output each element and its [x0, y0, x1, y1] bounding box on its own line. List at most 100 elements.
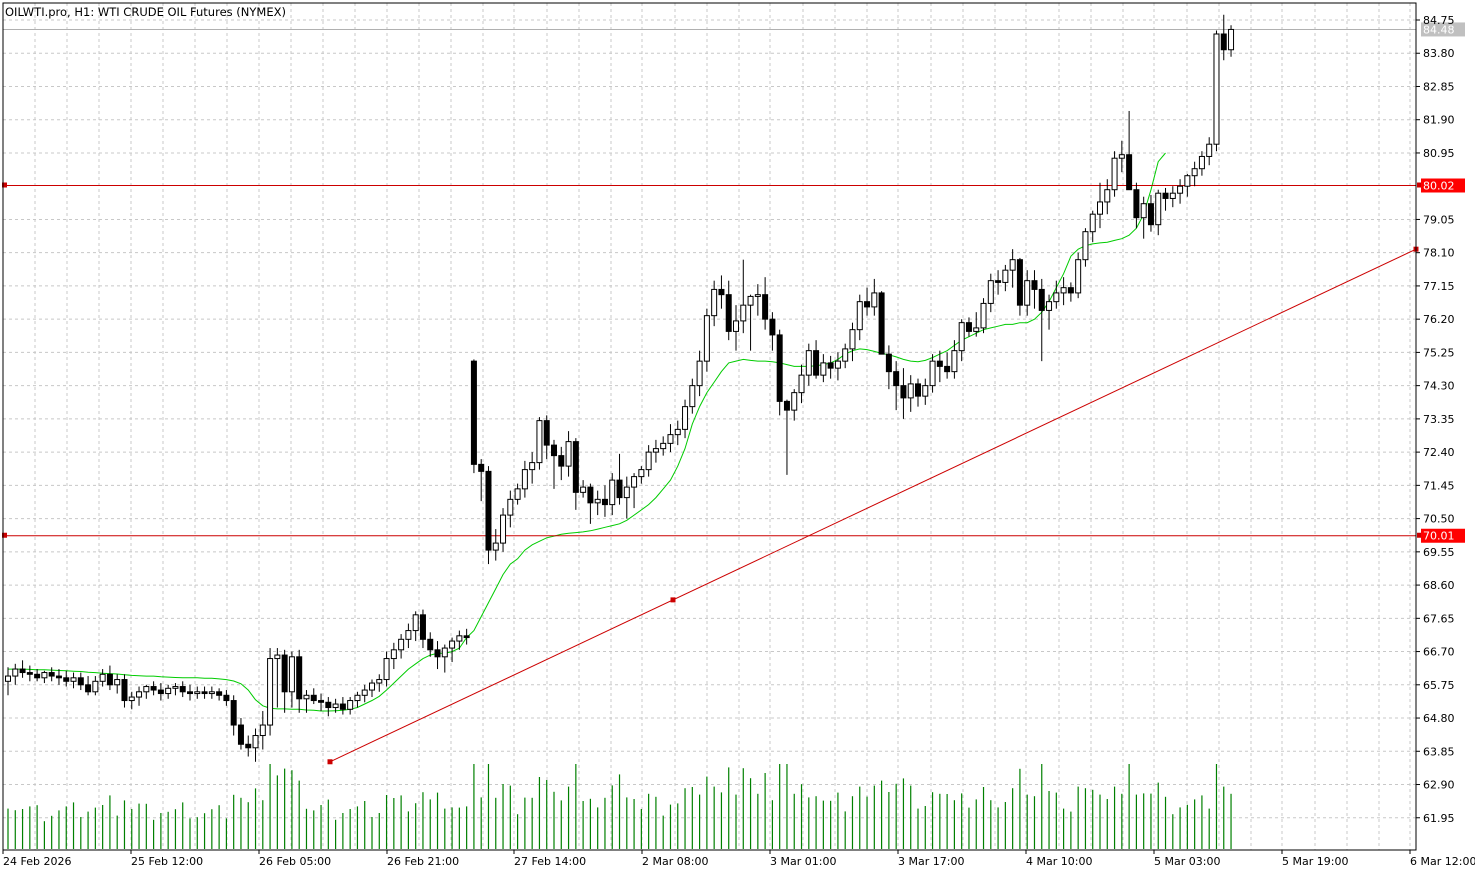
- candle: [1169, 186, 1176, 208]
- candle: [405, 623, 412, 649]
- candle-body-up: [1002, 269, 1009, 283]
- candle-body-down: [1031, 280, 1038, 290]
- candle-body-down: [19, 668, 26, 674]
- candle-body-down: [201, 691, 208, 695]
- candle: [441, 644, 448, 673]
- candle: [667, 424, 674, 453]
- candle: [1002, 264, 1009, 292]
- candle-body-up: [849, 329, 856, 350]
- candle: [26, 665, 33, 682]
- candle: [631, 473, 638, 509]
- candle-body-down: [1067, 287, 1074, 294]
- candle: [1111, 151, 1118, 197]
- candle-body-down: [587, 486, 594, 504]
- candle: [434, 641, 441, 670]
- candle: [1228, 25, 1235, 57]
- candle-body-up: [682, 406, 689, 430]
- candle: [55, 669, 62, 685]
- candle-body-down: [551, 444, 557, 457]
- candle: [63, 670, 70, 687]
- candle: [41, 670, 48, 684]
- candle: [587, 483, 594, 524]
- candle-body-down: [944, 365, 951, 373]
- candle-body-down: [150, 686, 157, 691]
- candle-body-up: [652, 448, 659, 453]
- candle-body-down: [936, 360, 943, 367]
- candle: [216, 688, 223, 701]
- candle-body-up: [369, 682, 375, 691]
- candle: [361, 684, 368, 703]
- x-tick-label: 3 Mar 17:00: [898, 855, 964, 868]
- candle-body-up: [128, 696, 135, 702]
- y-tick-label: 64.80: [1423, 712, 1455, 725]
- candle: [813, 340, 820, 379]
- candle-body-up: [1155, 192, 1162, 226]
- candle: [529, 452, 536, 484]
- candle: [507, 490, 514, 528]
- candle-body-up: [609, 479, 616, 506]
- candle: [230, 695, 237, 736]
- candle: [594, 490, 601, 516]
- candle-body-down: [179, 686, 186, 693]
- candle: [106, 665, 113, 691]
- candle-body-down: [1133, 189, 1140, 219]
- candle: [296, 649, 303, 713]
- candle-body-up: [441, 647, 448, 658]
- candle-body-down: [339, 703, 346, 710]
- candle: [390, 642, 397, 670]
- candle: [1140, 196, 1147, 239]
- candle: [1147, 194, 1154, 232]
- candle-body-up: [1075, 259, 1082, 294]
- candle-body-up: [696, 360, 703, 387]
- level-label: 70.01: [1423, 530, 1455, 543]
- candle-body-up: [1213, 33, 1220, 145]
- y-tick-label: 80.95: [1423, 147, 1455, 160]
- candle: [1031, 270, 1038, 309]
- candle-body-up: [820, 362, 827, 376]
- level-anchor: [2, 532, 7, 538]
- candle-body-down: [813, 350, 820, 376]
- candle-body-up: [1089, 213, 1096, 233]
- candle-body-up: [114, 679, 121, 686]
- candle: [1191, 161, 1198, 187]
- candle-body-up: [1140, 203, 1147, 219]
- candle: [718, 275, 725, 309]
- candle: [332, 698, 339, 713]
- candle: [34, 669, 41, 682]
- candle: [412, 611, 419, 642]
- y-tick-label: 72.40: [1423, 446, 1455, 459]
- candle: [194, 686, 201, 699]
- candle: [776, 329, 783, 416]
- candle: [179, 681, 186, 698]
- candle: [1097, 182, 1103, 229]
- candle-body-down: [230, 700, 237, 726]
- candle-body-up: [514, 488, 521, 500]
- candle-body-up: [361, 689, 368, 696]
- level-anchor: [1417, 532, 1422, 538]
- y-tick-label: 82.85: [1423, 80, 1455, 93]
- y-tick-label: 67.65: [1423, 612, 1455, 625]
- candle-body-up: [645, 451, 652, 471]
- candle: [805, 343, 812, 386]
- candle: [660, 436, 667, 456]
- candle-body-up: [5, 675, 11, 682]
- candle: [245, 735, 252, 757]
- y-tick-label: 76.20: [1423, 313, 1455, 326]
- candle: [915, 378, 921, 407]
- candle: [1053, 280, 1060, 309]
- candle: [878, 291, 885, 355]
- candle-body-up: [674, 428, 681, 436]
- trendline: [329, 248, 1417, 763]
- candle: [70, 672, 77, 689]
- candle: [514, 483, 521, 505]
- x-tick-label: 2 Mar 08:00: [642, 855, 708, 868]
- y-tick-label: 69.55: [1423, 546, 1455, 559]
- candle: [652, 439, 659, 463]
- y-tick-label: 81.90: [1423, 114, 1455, 127]
- candle-body-up: [165, 687, 172, 695]
- candle: [864, 287, 871, 316]
- level-anchor: [2, 182, 7, 188]
- candle-body-down: [63, 677, 70, 682]
